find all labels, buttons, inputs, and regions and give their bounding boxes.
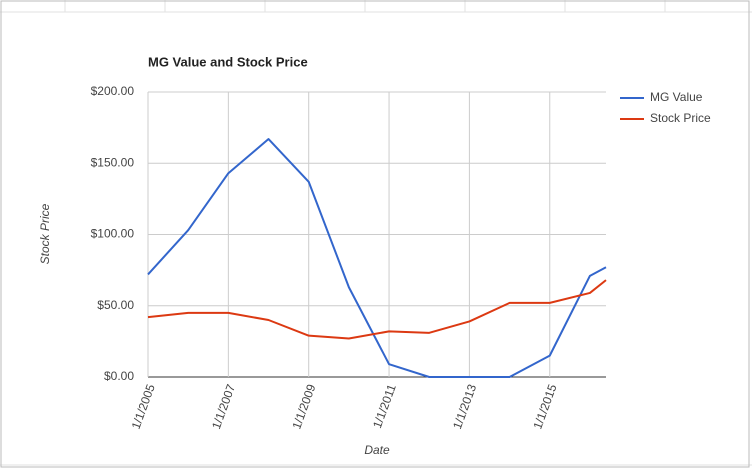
series-line: [147, 279, 607, 340]
series-line: [147, 138, 607, 378]
y-tick-label: $0.00: [104, 369, 134, 383]
legend-label: MG Value: [650, 90, 703, 104]
y-tick-label: $50.00: [97, 298, 134, 312]
y-tick-label: $150.00: [91, 155, 135, 169]
x-tick-label: 1/1/2009: [289, 382, 318, 431]
x-tick-label: 1/1/2007: [209, 382, 238, 431]
legend-label: Stock Price: [650, 111, 711, 125]
y-axis-label: Stock Price: [38, 203, 52, 264]
y-tick-label: $200.00: [91, 84, 135, 98]
x-tick-label: 1/1/2011: [370, 382, 399, 430]
x-tick-label: 1/1/2015: [530, 382, 559, 431]
chart-title: MG Value and Stock Price: [148, 54, 308, 69]
y-tick-label: $100.00: [91, 227, 135, 241]
x-axis-label: Date: [364, 443, 390, 457]
x-tick-label: 1/1/2013: [450, 382, 479, 431]
x-tick-label: 1/1/2005: [129, 382, 158, 431]
